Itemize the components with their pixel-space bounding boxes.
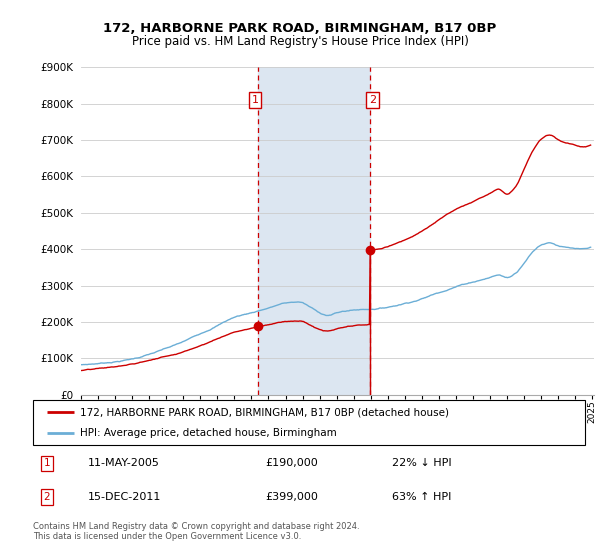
FancyBboxPatch shape	[33, 400, 585, 445]
Text: Contains HM Land Registry data © Crown copyright and database right 2024.
This d: Contains HM Land Registry data © Crown c…	[33, 522, 359, 542]
Text: 15-DEC-2011: 15-DEC-2011	[88, 492, 161, 502]
Text: 1: 1	[43, 459, 50, 468]
Text: 1: 1	[251, 95, 259, 105]
Text: 172, HARBORNE PARK ROAD, BIRMINGHAM, B17 0BP (detached house): 172, HARBORNE PARK ROAD, BIRMINGHAM, B17…	[80, 408, 449, 418]
Text: 63% ↑ HPI: 63% ↑ HPI	[392, 492, 451, 502]
Text: Price paid vs. HM Land Registry's House Price Index (HPI): Price paid vs. HM Land Registry's House …	[131, 35, 469, 48]
Text: 2: 2	[369, 95, 376, 105]
Text: HPI: Average price, detached house, Birmingham: HPI: Average price, detached house, Birm…	[80, 428, 337, 438]
Text: £399,000: £399,000	[265, 492, 318, 502]
Text: £190,000: £190,000	[265, 459, 317, 468]
Text: 172, HARBORNE PARK ROAD, BIRMINGHAM, B17 0BP: 172, HARBORNE PARK ROAD, BIRMINGHAM, B17…	[103, 22, 497, 35]
Text: 2: 2	[43, 492, 50, 502]
Text: 11-MAY-2005: 11-MAY-2005	[88, 459, 160, 468]
Bar	[258, 67, 370, 395]
Text: 22% ↓ HPI: 22% ↓ HPI	[392, 459, 451, 468]
